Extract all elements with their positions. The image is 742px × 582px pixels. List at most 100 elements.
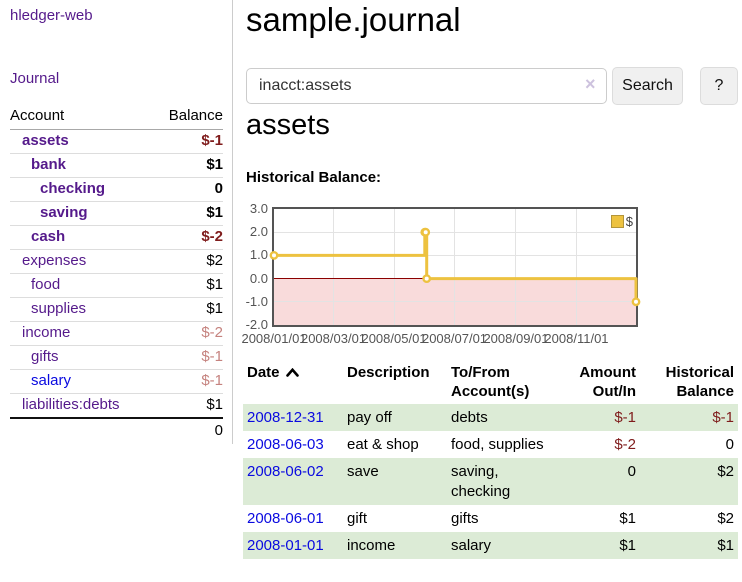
account-balance: 0	[152, 177, 223, 202]
account-link[interactable]: expenses	[22, 252, 87, 269]
transaction-balance: $2	[717, 510, 734, 527]
account-balance: $1	[152, 273, 223, 298]
x-tick-label: 2008/01/01	[241, 331, 307, 346]
account-link[interactable]: gifts	[31, 348, 59, 365]
account-link[interactable]: assets	[22, 132, 69, 149]
account-row: bank $1	[10, 153, 223, 178]
account-balance: $-2	[152, 321, 223, 346]
v-gridline	[515, 209, 517, 325]
transaction-accounts: salary	[451, 537, 492, 554]
register-header-date: Date	[243, 360, 343, 404]
account-row: assets $-1	[10, 129, 223, 154]
transaction-balance: $-1	[712, 409, 734, 426]
transaction-date-link[interactable]: 2008-12-31	[247, 409, 324, 426]
y-tick-label: 2.0	[249, 224, 268, 240]
balance-chart: $	[269, 207, 641, 327]
y-tick-label: 0.0	[249, 270, 268, 286]
account-row: cash $-2	[10, 225, 223, 250]
account-link[interactable]: salary	[31, 372, 72, 389]
h-gridline	[274, 231, 636, 233]
transaction-date-link[interactable]: 2008-06-01	[247, 510, 324, 527]
v-gridline	[454, 209, 455, 325]
transaction-date-link[interactable]: 2008-06-02	[247, 463, 324, 480]
x-tick-label: 2008/03/01	[300, 331, 367, 346]
account-balance: $1	[152, 153, 223, 178]
legend-label: $	[625, 214, 633, 229]
register-header-balance: Historical Balance	[665, 364, 734, 400]
account-row: liabilities:debts $1	[10, 393, 223, 419]
sidebar-item-journal[interactable]: Journal	[10, 70, 60, 87]
account-balance: $1	[152, 201, 223, 226]
account-balance: $-2	[152, 225, 223, 250]
y-tick-label: 3.0	[249, 201, 268, 216]
transaction-amount: $-1	[614, 409, 636, 426]
transaction-description: eat & shop	[347, 436, 419, 453]
account-balance: $1	[152, 393, 223, 419]
transaction-balance: $2	[717, 463, 734, 480]
accounts-total-value: 0	[152, 417, 223, 443]
register-row: 2008-06-01 gift gifts $1 $2	[243, 505, 738, 532]
transaction-description: gift	[347, 510, 368, 527]
accounts-header-account: Account	[10, 104, 153, 130]
v-gridline	[393, 209, 395, 325]
account-balance: $1	[152, 297, 223, 322]
data-point-marker	[422, 274, 432, 284]
chart-title: Historical Balance:	[246, 169, 382, 186]
account-link[interactable]: saving	[40, 204, 88, 221]
transaction-date-link[interactable]: 2008-06-03	[247, 436, 324, 453]
account-row: checking 0	[10, 177, 223, 202]
account-link[interactable]: supplies	[31, 300, 87, 317]
account-link[interactable]: bank	[31, 156, 67, 173]
search-input[interactable]	[246, 68, 607, 104]
y-tick-label: -1.0	[245, 293, 268, 309]
account-link[interactable]: liabilities:debts	[22, 396, 120, 413]
register-row: 2008-12-31 pay off debts $-1 $-1	[243, 404, 738, 431]
transaction-amount: $1	[619, 537, 636, 554]
account-row: supplies $1	[10, 297, 223, 322]
x-tick-label: 2008/05/01	[361, 331, 427, 346]
accounts-table: Account Balance assets $-1 bank $1 checking 0…	[10, 104, 223, 443]
accounts-total-row: 0	[10, 417, 223, 443]
data-point-marker	[269, 251, 279, 260]
transaction-accounts: food, supplies	[451, 436, 544, 453]
register-header-accounts: To/From Account(s)	[451, 364, 530, 400]
account-balance: $-1	[152, 345, 223, 370]
account-row: income $-2	[10, 321, 223, 346]
page-title: sample.journal	[246, 1, 461, 38]
y-tick-label: -2.0	[245, 317, 268, 332]
v-gridline	[333, 209, 334, 325]
account-link[interactable]: food	[31, 276, 61, 293]
account-link[interactable]: cash	[31, 228, 66, 245]
legend-swatch	[610, 215, 624, 228]
account-balance: $-1	[152, 369, 223, 394]
transaction-amount: $1	[619, 510, 636, 527]
account-row: saving $1	[10, 201, 223, 226]
app-brand-link[interactable]: hledger-web	[10, 7, 93, 24]
transaction-balance: 0	[725, 436, 734, 453]
sort-caret-up-icon	[285, 368, 299, 377]
account-link[interactable]: checking	[40, 180, 106, 197]
register-header-row: Date Description To/From Account(s) Amount …	[243, 360, 738, 404]
transaction-date-link[interactable]: 2008-01-01	[247, 537, 324, 554]
account-row: expenses $2	[10, 249, 223, 274]
sort-by-date-link[interactable]: Date	[247, 363, 299, 382]
register-table: Date Description To/From Account(s) Amount …	[243, 360, 738, 559]
accounts-header-balance: Balance	[152, 104, 223, 130]
clear-search-icon[interactable]: ×	[585, 74, 596, 94]
transaction-description: pay off	[347, 409, 392, 426]
transaction-description: save	[347, 463, 379, 480]
account-row: salary $-1	[10, 369, 223, 394]
transaction-accounts: gifts	[451, 510, 479, 527]
v-gridline	[575, 209, 577, 325]
account-link[interactable]: income	[22, 324, 71, 341]
transaction-accounts: saving, checking	[451, 463, 511, 500]
accounts-header-row: Account Balance	[10, 104, 223, 130]
transaction-description: income	[347, 537, 396, 554]
register-header-amount: Amount Out/In	[579, 364, 636, 400]
transaction-balance: $1	[717, 537, 734, 554]
account-balance: $-1	[152, 129, 223, 154]
x-tick-label: 2008/07/01	[421, 331, 488, 346]
register-header-description: Description	[347, 364, 430, 381]
search-button[interactable]: Search	[612, 67, 683, 105]
help-button[interactable]: ?	[700, 67, 738, 105]
